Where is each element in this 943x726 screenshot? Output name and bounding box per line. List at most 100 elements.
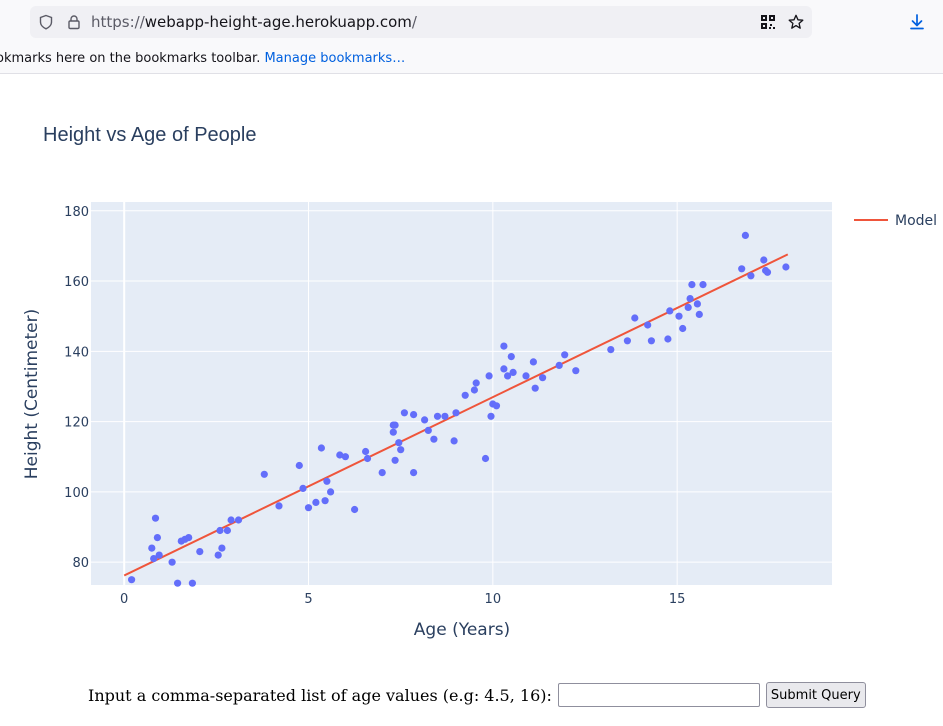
bookmarks-hint: okmarks here on the bookmarks toolbar. bbox=[0, 51, 261, 66]
manage-bookmarks-link[interactable]: Manage bookmarks… bbox=[264, 51, 406, 66]
data-point[interactable] bbox=[424, 426, 432, 434]
data-point[interactable] bbox=[441, 412, 449, 420]
data-point[interactable] bbox=[168, 558, 176, 566]
data-point[interactable] bbox=[363, 454, 372, 463]
data-point[interactable] bbox=[684, 303, 692, 311]
data-point[interactable] bbox=[504, 372, 512, 380]
data-point[interactable] bbox=[304, 504, 313, 512]
data-point[interactable] bbox=[555, 361, 563, 369]
data-point[interactable] bbox=[234, 516, 243, 524]
data-point[interactable] bbox=[216, 526, 224, 535]
data-point[interactable] bbox=[362, 447, 370, 456]
data-point[interactable] bbox=[688, 281, 696, 289]
data-point[interactable] bbox=[507, 353, 515, 361]
data-point[interactable] bbox=[539, 374, 547, 382]
data-point[interactable] bbox=[782, 263, 790, 271]
data-point[interactable] bbox=[321, 497, 329, 505]
data-point[interactable] bbox=[500, 342, 508, 350]
data-point[interactable] bbox=[450, 437, 458, 445]
data-point[interactable] bbox=[695, 310, 703, 318]
data-point[interactable] bbox=[260, 470, 268, 478]
data-point[interactable] bbox=[155, 551, 163, 559]
data-point[interactable] bbox=[647, 337, 656, 345]
data-point[interactable] bbox=[500, 365, 508, 373]
data-point[interactable] bbox=[747, 272, 755, 280]
data-point[interactable] bbox=[452, 409, 460, 417]
data-point[interactable] bbox=[227, 516, 235, 524]
data-point[interactable] bbox=[664, 335, 672, 343]
data-point[interactable] bbox=[760, 256, 768, 264]
data-point[interactable] bbox=[275, 502, 283, 510]
data-point[interactable] bbox=[317, 444, 325, 452]
data-point[interactable] bbox=[492, 402, 501, 410]
data-point[interactable] bbox=[631, 314, 639, 322]
lock-icon[interactable] bbox=[66, 14, 82, 30]
legend[interactable]: Model bbox=[854, 213, 937, 229]
data-point[interactable] bbox=[378, 469, 386, 477]
data-point[interactable] bbox=[693, 300, 702, 308]
data-point[interactable] bbox=[341, 453, 349, 461]
star-bookmark-icon[interactable] bbox=[788, 14, 804, 30]
data-point[interactable] bbox=[644, 321, 652, 329]
data-point[interactable] bbox=[572, 367, 580, 375]
data-point[interactable] bbox=[400, 409, 408, 417]
data-point[interactable] bbox=[336, 451, 344, 459]
qr-code-icon[interactable] bbox=[760, 14, 776, 30]
data-point[interactable] bbox=[295, 461, 303, 470]
data-point[interactable] bbox=[196, 548, 204, 556]
data-point[interactable] bbox=[623, 337, 632, 345]
age-values-input[interactable] bbox=[557, 683, 760, 707]
data-point[interactable] bbox=[128, 576, 136, 584]
data-point[interactable] bbox=[470, 386, 478, 394]
url-bar[interactable]: https://webapp-height-age.herokuapp.com/ bbox=[30, 6, 812, 38]
data-point[interactable] bbox=[461, 391, 469, 399]
data-point[interactable] bbox=[391, 421, 399, 429]
data-point[interactable] bbox=[188, 579, 196, 587]
data-point[interactable] bbox=[351, 505, 359, 514]
data-point[interactable] bbox=[763, 268, 772, 276]
data-point[interactable] bbox=[218, 544, 226, 552]
data-point[interactable] bbox=[675, 312, 683, 320]
data-point[interactable] bbox=[395, 439, 403, 447]
data-point[interactable] bbox=[312, 498, 320, 506]
data-point[interactable] bbox=[327, 488, 335, 496]
data-point[interactable] bbox=[389, 428, 397, 436]
data-point[interactable] bbox=[397, 446, 405, 454]
data-point[interactable] bbox=[148, 544, 156, 552]
data-point[interactable] bbox=[410, 469, 418, 477]
data-point[interactable] bbox=[323, 477, 331, 485]
data-point[interactable] bbox=[686, 295, 694, 303]
data-point[interactable] bbox=[472, 379, 480, 387]
data-point[interactable] bbox=[410, 411, 418, 419]
data-point[interactable] bbox=[561, 351, 569, 359]
data-point[interactable] bbox=[509, 368, 517, 376]
data-point[interactable] bbox=[150, 555, 158, 563]
data-point[interactable] bbox=[153, 534, 161, 542]
data-point[interactable] bbox=[531, 384, 539, 392]
shield-icon[interactable] bbox=[38, 14, 54, 30]
data-point[interactable] bbox=[299, 484, 307, 492]
data-point[interactable] bbox=[421, 416, 429, 424]
data-point[interactable] bbox=[485, 372, 493, 380]
data-point[interactable] bbox=[679, 324, 687, 333]
data-point[interactable] bbox=[223, 526, 231, 535]
data-point[interactable] bbox=[529, 358, 538, 366]
data-point[interactable] bbox=[185, 534, 193, 542]
data-point[interactable] bbox=[214, 551, 222, 559]
data-point[interactable] bbox=[741, 231, 750, 239]
data-point[interactable] bbox=[430, 435, 438, 443]
data-point[interactable] bbox=[522, 372, 530, 380]
data-point[interactable] bbox=[738, 265, 746, 273]
data-point[interactable] bbox=[174, 579, 182, 587]
data-point[interactable] bbox=[607, 346, 615, 354]
data-point[interactable] bbox=[666, 307, 674, 315]
data-point[interactable] bbox=[481, 454, 490, 463]
data-point[interactable] bbox=[433, 412, 442, 420]
submit-query-button[interactable]: Submit Query bbox=[765, 682, 866, 708]
url-text[interactable]: https://webapp-height-age.herokuapp.com/ bbox=[91, 13, 417, 31]
download-icon[interactable] bbox=[908, 13, 926, 31]
data-point[interactable] bbox=[699, 281, 707, 289]
data-point[interactable] bbox=[487, 412, 495, 420]
data-point[interactable] bbox=[151, 514, 160, 522]
data-point[interactable] bbox=[391, 456, 399, 464]
